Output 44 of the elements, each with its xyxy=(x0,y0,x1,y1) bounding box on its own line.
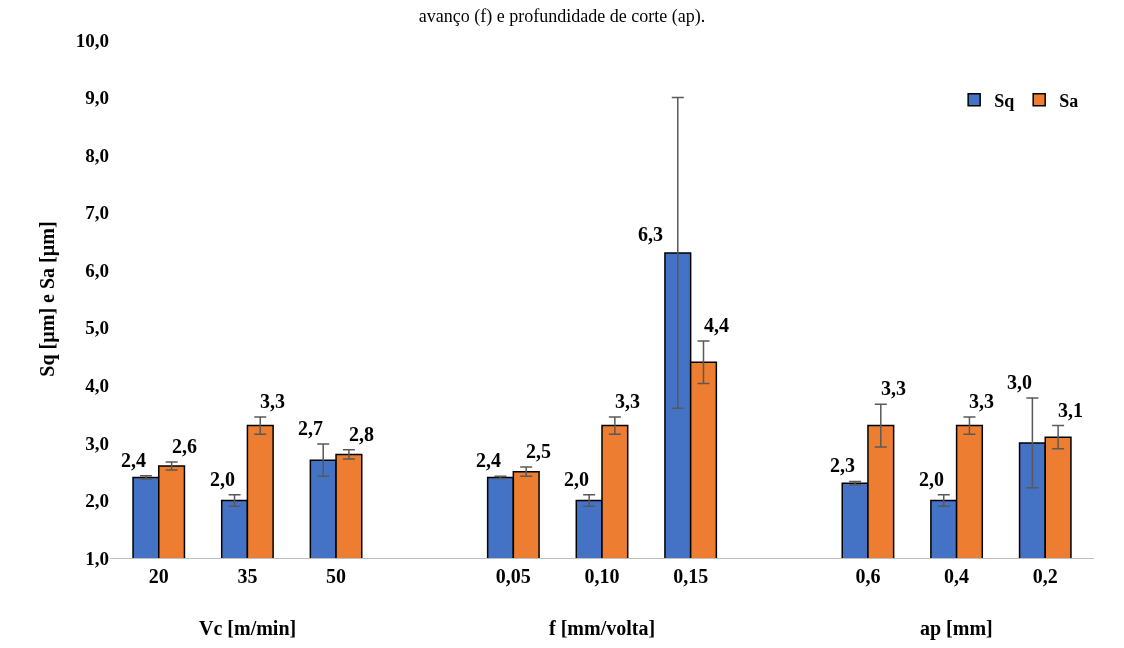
data-label: 3,3 xyxy=(260,390,285,412)
data-label: 2,0 xyxy=(564,468,589,490)
data-label: 2,4 xyxy=(121,449,146,471)
data-label: 2,5 xyxy=(526,440,551,462)
y-tick-label: 9,0 xyxy=(85,87,109,109)
legend-label: Sq xyxy=(994,90,1015,111)
chart-title: avanço (f) e profundidade de corte (ap). xyxy=(418,6,706,28)
x-tick-label: 0,6 xyxy=(855,565,881,587)
x-tick-label: 0,10 xyxy=(584,565,620,587)
data-label: 2,0 xyxy=(919,468,944,490)
x-tick-label: 20 xyxy=(148,565,169,587)
x-tick-label: 35 xyxy=(237,565,258,587)
y-tick-label: 3,0 xyxy=(85,432,109,454)
data-label: 2,3 xyxy=(830,454,855,476)
y-axis-title: Sq [µm] e Sa [µm] xyxy=(36,221,60,377)
data-label: 6,3 xyxy=(638,223,663,245)
x-tick-label: 50 xyxy=(326,565,347,587)
text: ap [mm] xyxy=(920,617,993,640)
data-label: 3,0 xyxy=(1007,371,1032,393)
y-tick-label: 5,0 xyxy=(85,317,109,339)
data-label: 2,7 xyxy=(298,417,323,439)
data-label: 3,3 xyxy=(969,390,994,412)
y-tick-label: 1,0 xyxy=(85,547,109,569)
y-tick-label: 7,0 xyxy=(85,202,109,224)
data-label: 3,1 xyxy=(1058,399,1083,421)
data-label: 2,0 xyxy=(210,468,235,490)
data-label: 4,4 xyxy=(704,314,729,336)
data-label: 3,3 xyxy=(881,377,906,399)
data-label: 2,8 xyxy=(349,423,374,445)
x-tick-label: 0,05 xyxy=(495,565,531,587)
x-tick-label: 0,2 xyxy=(1032,565,1058,587)
y-tick-label: 4,0 xyxy=(85,374,109,396)
text: Vc [m/min] xyxy=(199,617,297,639)
y-tick-label: 8,0 xyxy=(85,144,109,166)
y-tick-label: 2,0 xyxy=(85,490,109,512)
legend-label: Sa xyxy=(1059,90,1079,111)
text: f [mm/volta] xyxy=(549,617,656,639)
y-tick-label: 6,0 xyxy=(85,259,109,281)
data-label: 2,6 xyxy=(172,435,197,457)
x-tick-label: 0,15 xyxy=(673,565,709,587)
x-tick-label: 0,4 xyxy=(944,565,970,587)
y-tick-label: 10,0 xyxy=(75,29,109,51)
data-label: 2,4 xyxy=(476,449,501,471)
data-label: 3,3 xyxy=(615,390,640,412)
